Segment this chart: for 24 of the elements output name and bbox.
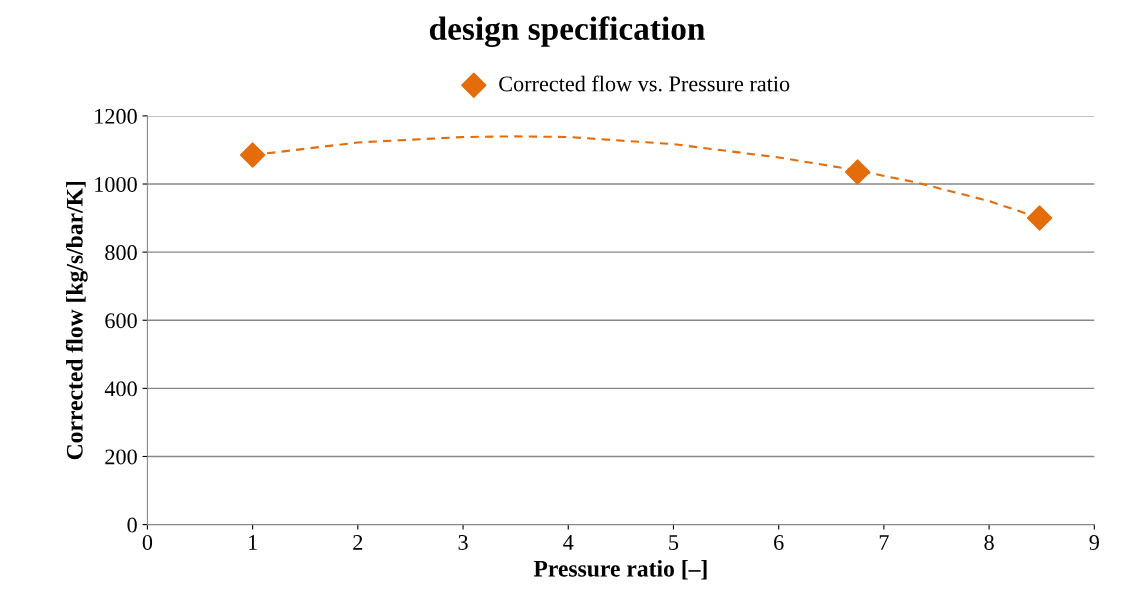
x-tick-label: 0 <box>142 534 153 550</box>
y-tick-label: 1200 <box>95 108 137 124</box>
x-tick-label: 3 <box>458 535 468 550</box>
x-tick-label: 2 <box>353 535 363 550</box>
y-tick-label: 1000 <box>95 176 137 192</box>
legend-label: Corrected flow vs. Pressure ratio <box>499 75 790 92</box>
x-tick-label: 6 <box>774 535 784 550</box>
x-tick-label: 5 <box>669 535 679 550</box>
point <box>844 159 871 185</box>
point <box>1026 205 1053 231</box>
y-tick-label: 600 <box>105 313 137 329</box>
y-tick-label: 200 <box>105 449 137 465</box>
y-tick-label: 400 <box>104 381 137 397</box>
y-tick-label: 800 <box>105 245 137 261</box>
y-tick-label: 0 <box>127 517 137 533</box>
y-axis-title: Corrected flow [kg/s/bar/K] <box>65 181 88 460</box>
x-tick-label: 8 <box>984 534 994 550</box>
x-tick-label: 4 <box>563 535 574 550</box>
point <box>239 142 266 168</box>
chart-title: design specification <box>429 16 705 48</box>
x-tick-label: 9 <box>1089 535 1099 550</box>
x-tick-label: 7 <box>879 535 889 550</box>
x-axis-title: Pressure ratio [–] <box>533 560 707 580</box>
x-tick-label: 1 <box>249 535 257 550</box>
